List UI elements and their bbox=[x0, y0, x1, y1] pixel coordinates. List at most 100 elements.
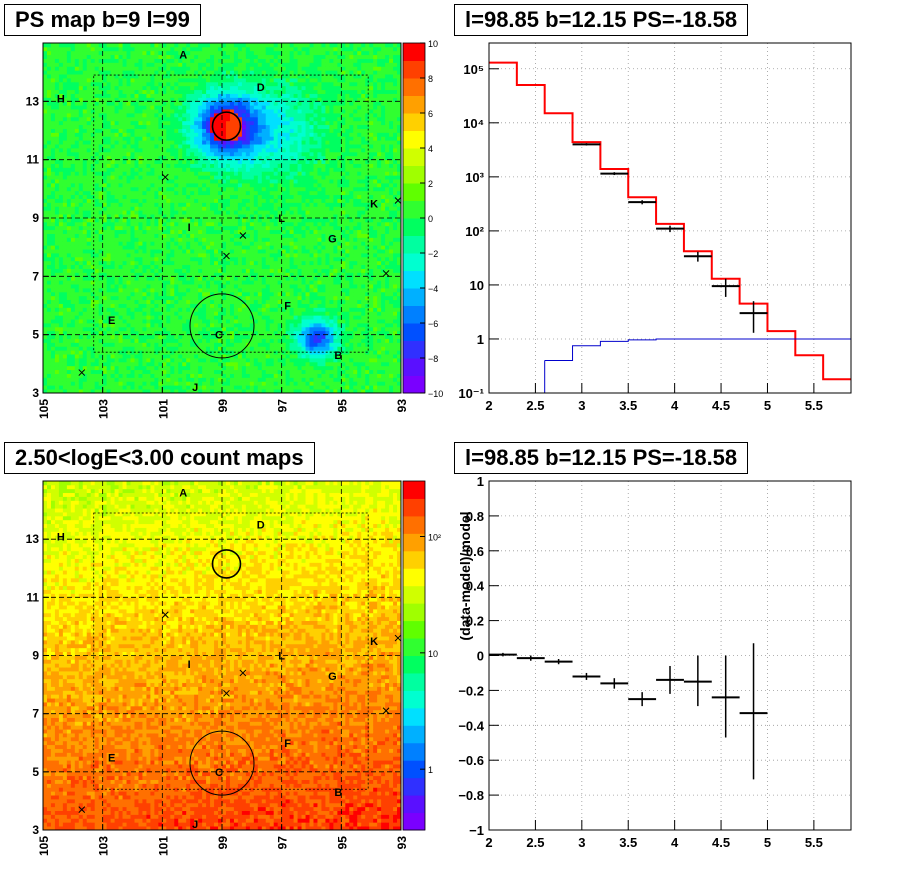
heatmap-cell bbox=[222, 233, 227, 238]
heatmap-cell bbox=[229, 229, 235, 234]
heatmap-cell bbox=[114, 350, 119, 355]
heatmap-cell bbox=[94, 233, 100, 238]
heatmap-cell bbox=[86, 280, 92, 285]
heatmap-cell bbox=[174, 179, 179, 184]
heatmap-cell bbox=[194, 268, 199, 273]
heatmap-cell bbox=[138, 284, 143, 289]
heatmap-cell bbox=[241, 303, 247, 308]
heatmap-cell bbox=[106, 385, 112, 390]
heatmap-cell bbox=[150, 233, 155, 238]
heatmap-cell bbox=[233, 218, 239, 223]
heatmap-cell bbox=[170, 276, 175, 281]
heatmap-cell bbox=[134, 221, 139, 227]
heatmap-cell bbox=[82, 155, 88, 161]
heatmap-cell bbox=[206, 264, 211, 269]
heatmap-cell bbox=[114, 280, 119, 285]
heatmap-cell bbox=[186, 97, 191, 102]
heatmap-cell bbox=[54, 354, 60, 359]
heatmap-cell bbox=[154, 268, 159, 273]
heatmap-cell bbox=[225, 373, 231, 378]
heatmap-cell bbox=[170, 159, 175, 164]
heatmap-cell bbox=[118, 361, 123, 367]
heatmap-cell bbox=[182, 148, 187, 153]
heatmap-cell bbox=[142, 46, 147, 52]
heatmap-cell bbox=[86, 194, 92, 199]
heatmap-cell bbox=[54, 116, 60, 122]
heatmap-cell bbox=[162, 354, 167, 359]
heatmap-cell bbox=[86, 291, 92, 297]
heatmap-cell bbox=[253, 385, 259, 390]
heatmap-cell bbox=[66, 132, 72, 137]
heatmap-cell bbox=[90, 70, 96, 75]
heatmap-cell bbox=[98, 43, 104, 48]
heatmap-cell bbox=[174, 120, 179, 126]
heatmap-cell bbox=[210, 113, 215, 118]
heatmap-cell bbox=[166, 171, 171, 176]
heatmap-cell bbox=[166, 350, 171, 355]
heatmap-cell bbox=[130, 214, 135, 219]
heatmap-cell bbox=[66, 381, 72, 386]
heatmap-cell bbox=[114, 78, 119, 83]
heatmap-cell bbox=[158, 272, 163, 277]
heatmap-cell bbox=[154, 159, 159, 164]
heatmap-cell bbox=[182, 159, 187, 164]
heatmap-cell bbox=[229, 70, 235, 75]
heatmap-cell bbox=[245, 198, 251, 203]
heatmap-cell bbox=[210, 175, 215, 180]
heatmap-cell bbox=[126, 163, 131, 168]
heatmap-cell bbox=[78, 342, 84, 347]
heatmap-cell bbox=[206, 206, 211, 211]
heatmap-cell bbox=[166, 229, 171, 234]
heatmap-cell bbox=[190, 66, 195, 71]
heatmap-cell bbox=[170, 54, 175, 59]
heatmap-cell bbox=[261, 350, 267, 355]
heatmap-cell bbox=[233, 159, 239, 164]
heatmap-cell bbox=[66, 101, 72, 106]
heatmap-cell bbox=[70, 159, 76, 164]
heatmap-cell bbox=[166, 221, 171, 227]
heatmap-cell bbox=[186, 295, 191, 301]
heatmap-cell bbox=[58, 132, 64, 137]
heatmap-cell bbox=[90, 276, 96, 281]
heatmap-cell bbox=[106, 291, 112, 297]
heatmap-cell bbox=[162, 280, 167, 285]
heatmap-cell bbox=[126, 237, 131, 242]
heatmap-cell bbox=[78, 179, 84, 184]
heatmap-cell bbox=[170, 225, 175, 231]
heatmap-cell bbox=[114, 389, 119, 394]
heatmap-cell bbox=[174, 113, 179, 118]
heatmap-cell bbox=[102, 109, 108, 114]
heatmap-cell bbox=[150, 361, 155, 367]
heatmap-cell bbox=[241, 253, 247, 258]
heatmap-cell bbox=[130, 43, 135, 48]
heatmap-cell bbox=[110, 276, 115, 281]
heatmap-cell bbox=[225, 155, 231, 161]
heatmap-cell bbox=[245, 120, 251, 126]
heatmap-cell bbox=[253, 113, 259, 118]
heatmap-cell bbox=[229, 132, 235, 137]
heatmap-cell bbox=[94, 93, 100, 98]
heatmap-cell bbox=[237, 74, 243, 79]
heatmap-cell bbox=[54, 89, 60, 94]
heatmap-cell bbox=[110, 179, 115, 184]
heatmap-cell bbox=[150, 377, 155, 382]
heatmap-cell bbox=[102, 70, 108, 75]
heatmap-cell bbox=[50, 221, 56, 227]
heatmap-cell bbox=[86, 276, 92, 281]
heatmap-cell bbox=[62, 268, 68, 273]
heatmap-cell bbox=[94, 272, 100, 277]
heatmap-cell bbox=[218, 330, 223, 336]
heatmap-cell bbox=[225, 46, 231, 52]
heatmap-cell bbox=[245, 186, 251, 192]
heatmap-cell bbox=[58, 186, 64, 192]
heatmap-cell bbox=[82, 198, 88, 203]
heatmap-cell bbox=[182, 167, 187, 172]
heatmap-cell bbox=[229, 218, 235, 223]
heatmap-cell bbox=[90, 62, 96, 67]
heatmap-cell bbox=[233, 299, 239, 304]
heatmap-cell bbox=[198, 338, 203, 343]
heatmap-cell bbox=[174, 194, 179, 199]
heatmap-cell bbox=[214, 105, 219, 110]
heatmap-cell bbox=[134, 46, 139, 52]
heatmap-cell bbox=[229, 241, 235, 246]
